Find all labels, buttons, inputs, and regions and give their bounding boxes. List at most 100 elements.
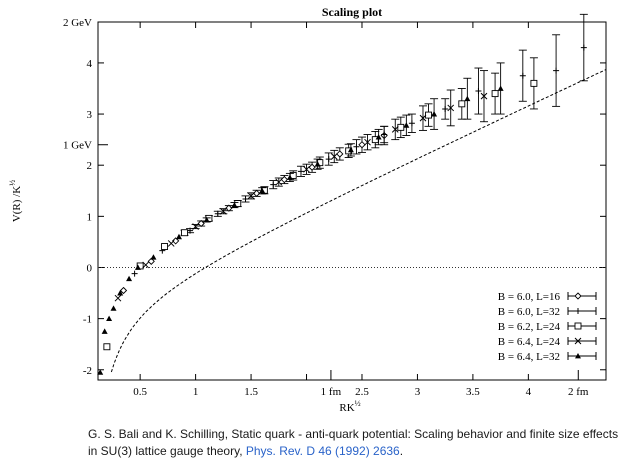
data-point <box>110 305 117 311</box>
legend: B = 6.0, L=16 B = 6.0, L=32 B = 6.2, L=24 B… <box>498 291 597 363</box>
legend-label: B = 6.4, L=24 <box>498 336 561 348</box>
data-point <box>172 237 180 245</box>
data-point <box>491 90 499 98</box>
data-point <box>259 187 266 194</box>
fit-curve-layer <box>110 69 607 373</box>
y-axis-label: V(R) /K½ <box>8 180 23 222</box>
data-point <box>231 202 238 208</box>
data-point <box>580 44 587 51</box>
data-point <box>286 174 293 180</box>
data-point <box>330 153 338 160</box>
data-point <box>497 85 504 91</box>
data-point <box>175 233 182 240</box>
axes-layer: 0.5 1 1.5 2.5 3 3.5 4 1 fm 2 fm -2 -1 0 1 2 3 4 1 GeV 2 G… <box>63 17 606 398</box>
citation: G. S. Bali and K. Schilling, Static quar… <box>88 426 628 460</box>
data-point <box>447 104 455 112</box>
y-tick-label: 0 <box>87 262 93 274</box>
data-point <box>187 227 194 234</box>
x-axis-label: RK½ <box>339 399 360 414</box>
data-point <box>119 286 128 295</box>
data-point <box>391 126 399 133</box>
legend-marker <box>575 353 581 359</box>
legend-label: B = 6.0, L=32 <box>498 306 560 318</box>
fit-curve <box>110 69 607 373</box>
data-point <box>336 150 344 158</box>
data-point <box>419 114 427 122</box>
data-point <box>375 134 382 140</box>
y-tick-label: 4 <box>87 58 93 70</box>
data-point <box>519 72 526 79</box>
data-point <box>101 328 108 334</box>
data-point <box>431 111 438 117</box>
data-point <box>530 79 538 87</box>
legend-label: B = 6.4, L=32 <box>498 351 560 363</box>
chart-svg: Scaling plot 0.5 1 1.5 2.5 3 3.5 4 1 fm 2 fm -2 -1… <box>8 5 607 414</box>
data-point <box>442 105 449 112</box>
legend-marker <box>574 322 582 330</box>
legend-marker <box>574 337 582 345</box>
data-point <box>303 165 310 173</box>
data-point <box>181 229 188 237</box>
x-tick-label: 1.5 <box>244 386 258 398</box>
data-point <box>114 294 122 302</box>
gev-tick-label: 2 GeV <box>63 17 92 29</box>
data-point <box>103 343 111 351</box>
data-point <box>126 275 133 282</box>
data-point <box>280 175 288 184</box>
data-point <box>297 168 304 175</box>
data-point <box>403 122 410 128</box>
axis-labels: RK½ V(R) /K½ <box>8 180 361 414</box>
data-point <box>150 254 157 260</box>
chart-title: Scaling plot <box>322 5 382 19</box>
gev-tick-label: 1 GeV <box>63 140 92 152</box>
citation-text: G. S. Bali and K. Schilling, Static quar… <box>88 427 619 458</box>
data-point <box>347 146 354 153</box>
data-point <box>142 261 150 269</box>
data-point <box>408 120 415 127</box>
data-point <box>480 92 488 100</box>
data-point <box>106 315 113 322</box>
data-point <box>247 192 255 200</box>
data-point <box>475 88 482 95</box>
data-point <box>197 219 205 228</box>
data-point <box>203 216 210 223</box>
data-point <box>358 141 366 149</box>
x-tick-label: 0.5 <box>133 386 147 398</box>
fm-tick-label: 2 fm <box>568 386 589 398</box>
y-tick-label: 3 <box>87 109 93 121</box>
legend-label: B = 6.2, L=24 <box>498 321 561 333</box>
data-point <box>314 161 321 167</box>
legend-label: B = 6.0, L=16 <box>498 291 561 303</box>
plot-frame <box>97 21 607 381</box>
data-point <box>464 95 471 102</box>
data-point <box>167 240 175 247</box>
data-points-layer <box>97 13 588 375</box>
data-point <box>381 131 388 138</box>
data-point <box>225 204 233 212</box>
data-point <box>308 163 316 171</box>
data-point <box>131 270 138 277</box>
data-point <box>397 123 405 131</box>
citation-link[interactable]: Phys. Rev. D 46 (1992) 2636 <box>245 444 400 458</box>
chart-figure: Scaling plot 0.5 1 1.5 2.5 3 3.5 4 1 fm 2 fm -2 -1… <box>8 5 607 414</box>
x-tick-label: 2.5 <box>355 386 369 398</box>
x-tick-label: 3.5 <box>466 386 480 398</box>
data-point <box>134 264 141 270</box>
data-point <box>219 207 227 215</box>
y-tick-label: -2 <box>83 365 92 377</box>
data-point <box>553 67 560 74</box>
y-tick-label: 2 <box>87 160 93 172</box>
data-point <box>353 143 360 150</box>
data-point <box>252 189 261 197</box>
data-point <box>425 111 432 119</box>
data-point <box>325 156 332 163</box>
y-tick-label: -1 <box>83 314 92 326</box>
x-tick-label: 3 <box>415 386 421 398</box>
x-tick-label: 4 <box>526 386 532 398</box>
data-point <box>458 100 466 108</box>
data-point <box>97 369 104 375</box>
x-tick-label: 1 <box>193 386 199 398</box>
legend-marker <box>574 292 582 300</box>
citation-suffix: . <box>399 444 404 458</box>
fm-tick-label: 1 fm <box>321 386 342 398</box>
